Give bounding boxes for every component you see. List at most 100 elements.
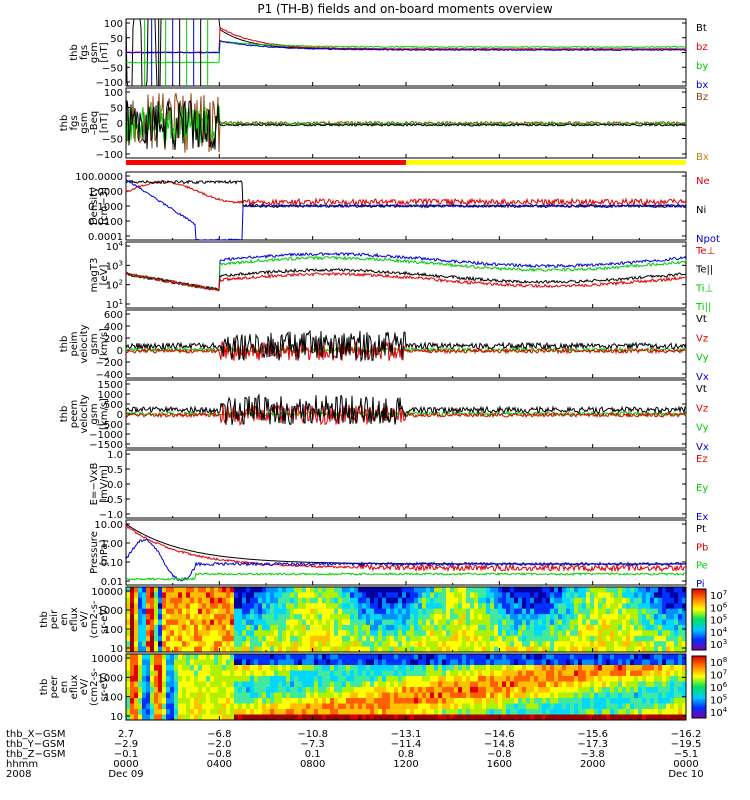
spectrogram-cell (418, 619, 423, 626)
spectrogram-cell (262, 676, 267, 682)
y-axis-label: thbpeimvelocitygsm[km/s] (59, 324, 110, 363)
spectrogram-cell (214, 641, 219, 648)
spectrogram-cell (394, 608, 399, 615)
spectrogram-cell (326, 687, 331, 693)
spectrogram-cell (194, 614, 199, 620)
spectrogram-cell (418, 665, 423, 671)
spectrogram-cell (306, 619, 311, 626)
spectrogram-cell (506, 597, 511, 604)
spectrogram-cell (550, 608, 555, 615)
spectrogram-cell (438, 681, 443, 688)
spectrogram-cell (582, 714, 587, 721)
spectrogram-cell (578, 592, 583, 599)
spectrogram-cell (458, 587, 463, 593)
spectrogram-cell (554, 665, 559, 671)
spectrogram-cell (418, 692, 423, 699)
spectrogram-cell (214, 592, 219, 599)
spectrogram-cell (142, 587, 147, 593)
spectrogram-cell (502, 714, 507, 721)
spectrogram-cell (310, 670, 315, 677)
spectrogram-cell (394, 630, 399, 637)
spectrogram-cell (194, 597, 199, 604)
spectrogram-cell (218, 641, 223, 648)
spectrogram-cell (598, 592, 603, 599)
legend-label: Ti⊥ (695, 283, 713, 294)
spectrogram-cell (522, 665, 527, 671)
spectrogram-cell (150, 681, 155, 688)
spectrogram-cell (438, 630, 443, 637)
spectrogram-cell (278, 714, 283, 721)
spectrogram-cell (638, 646, 643, 653)
spectrogram-cell (410, 597, 415, 604)
spectrogram-cell (386, 624, 391, 631)
spectrogram-cell (190, 646, 195, 653)
spectrogram-cell (538, 587, 543, 593)
spectrogram-cell (562, 614, 567, 620)
spectrogram-cell (442, 670, 447, 677)
spectrogram-cell (678, 670, 683, 677)
spectrogram-cell (562, 646, 567, 653)
spectrogram-cell (334, 659, 339, 666)
spectrogram-cell (642, 703, 647, 710)
spectrogram-cell (658, 709, 663, 715)
spectrogram-cell (222, 670, 227, 677)
spectrogram-cell (458, 646, 463, 653)
spectrogram-cell (602, 654, 607, 660)
spectrogram-cell (286, 703, 291, 710)
spectrogram-cell (138, 714, 143, 721)
spectrogram-cell (330, 659, 335, 666)
spectrogram-cell (518, 676, 523, 682)
spectrogram-cell (198, 709, 203, 715)
spectrogram-cell (194, 709, 199, 715)
spectrogram-cell (682, 670, 687, 677)
spectrogram-cell (506, 614, 511, 620)
spectrogram-cell (530, 635, 535, 642)
spectrogram-cell (302, 587, 307, 593)
spectrogram-cell (234, 676, 239, 682)
spectrogram-cell (206, 676, 211, 682)
spectrogram-cell (566, 635, 571, 642)
spectrogram-cell (678, 681, 683, 688)
spectrogram-cell (126, 654, 131, 660)
spectrogram-cell (378, 635, 383, 642)
spectrogram-cell (366, 709, 371, 715)
spectrogram-cell (178, 641, 183, 648)
spectrogram-cell (482, 692, 487, 699)
spectrogram-cell (166, 714, 171, 721)
spectrogram-cell (502, 608, 507, 615)
spectrogram-cell (202, 597, 207, 604)
spectrogram-cell (358, 619, 363, 626)
spectrogram-cell (598, 670, 603, 677)
spectrogram-cell (306, 597, 311, 604)
spectrogram-cell (194, 587, 199, 593)
spectrogram-cell (334, 681, 339, 688)
spectrogram-cell (438, 659, 443, 666)
spectrogram-cell (442, 698, 447, 704)
spectrogram-cell (142, 603, 147, 610)
y-tick-label: 0.0 (107, 480, 123, 491)
spectrogram-cell (530, 703, 535, 710)
spectrogram-cell (126, 608, 131, 615)
spectrogram-cell (390, 687, 395, 693)
spectrogram-cell (314, 587, 319, 593)
spectrogram-cell (606, 692, 611, 699)
spectrogram-cell (318, 698, 323, 704)
spectrogram-cell (278, 603, 283, 610)
spectrogram-cell (370, 587, 375, 593)
spectrogram-cell (362, 603, 367, 610)
spectrogram-cell (374, 597, 379, 604)
spectrogram-cell (406, 619, 411, 626)
spectrogram-cell (390, 681, 395, 688)
spectrogram-cell (670, 676, 675, 682)
x-row-label: thb_X−GSM (6, 729, 66, 740)
spectrogram-cell (274, 641, 279, 648)
spectrogram-cell (622, 687, 627, 693)
spectrogram-cell (154, 635, 159, 642)
spectrogram-cell (182, 709, 187, 715)
spectrogram-cell (466, 714, 471, 721)
spectrogram-cell (130, 692, 135, 699)
spectrogram-cell (438, 641, 443, 648)
spectrogram-cell (566, 665, 571, 671)
spectrogram-cell (470, 624, 475, 631)
spectrogram-cell (278, 676, 283, 682)
